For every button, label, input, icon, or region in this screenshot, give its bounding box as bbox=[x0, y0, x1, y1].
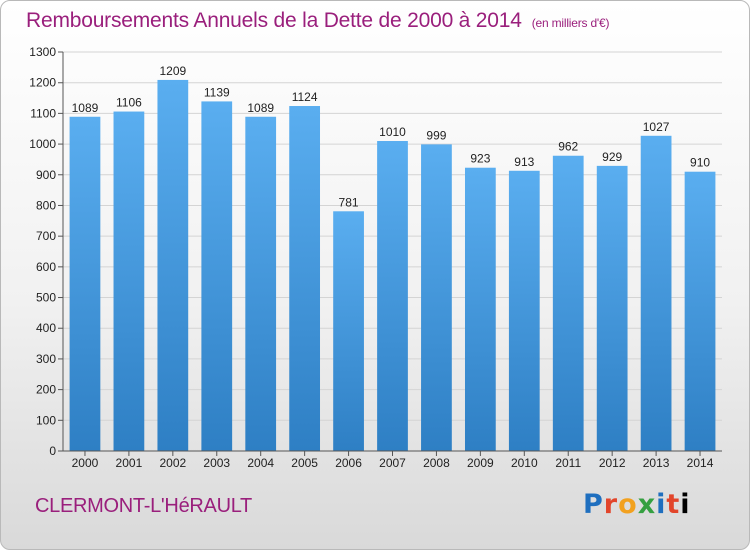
chart-title-unit: (en milliers d'€) bbox=[531, 16, 610, 30]
x-tick-label: 2010 bbox=[511, 456, 538, 470]
x-tick-label: 2013 bbox=[643, 456, 670, 470]
logo-letter: x bbox=[637, 489, 657, 520]
x-tick-label: 2000 bbox=[72, 456, 99, 470]
logo-letter: t bbox=[666, 489, 681, 520]
bar bbox=[552, 155, 584, 452]
x-tick-label: 2012 bbox=[599, 456, 626, 470]
x-tick-label: 2007 bbox=[379, 456, 406, 470]
y-tick-label: 200 bbox=[36, 383, 56, 397]
logo-letter: i bbox=[656, 489, 667, 520]
data-label: 913 bbox=[514, 155, 534, 169]
data-label: 781 bbox=[339, 195, 359, 209]
y-tick-label: 800 bbox=[36, 198, 56, 212]
y-tick-label: 900 bbox=[36, 168, 56, 182]
y-tick-label: 1000 bbox=[29, 137, 56, 151]
x-tick-label: 2004 bbox=[247, 456, 274, 470]
x-tick-label: 2002 bbox=[159, 456, 186, 470]
x-tick-label: 2003 bbox=[203, 456, 230, 470]
bar bbox=[684, 171, 716, 451]
data-labels: 1089 1106 1209 1139 1089 1124 781 1010 999 923 913… bbox=[72, 64, 711, 209]
bar bbox=[596, 165, 628, 451]
data-label: 1010 bbox=[379, 125, 406, 139]
x-tick-label: 2005 bbox=[291, 456, 318, 470]
y-tick-label: 500 bbox=[36, 291, 56, 305]
data-label: 1106 bbox=[116, 96, 142, 110]
x-tick-label: 2014 bbox=[687, 456, 714, 470]
chart-title-text: Remboursements Annuels de la Dette de 20… bbox=[26, 9, 522, 32]
bars bbox=[69, 79, 716, 452]
bar bbox=[245, 116, 277, 451]
data-label: 1139 bbox=[204, 85, 230, 99]
x-tick-label: 2001 bbox=[116, 456, 143, 470]
x-tick-label: 2008 bbox=[423, 456, 450, 470]
data-label: 962 bbox=[558, 140, 578, 154]
y-tick-label: 1300 bbox=[29, 45, 56, 59]
x-tick-label: 2009 bbox=[467, 456, 494, 470]
proxiti-logo[interactable]: Proxiti bbox=[583, 489, 691, 520]
y-tick-label: 400 bbox=[36, 321, 56, 335]
y-tick-label: 1200 bbox=[29, 76, 56, 90]
logo-letter: P bbox=[583, 489, 604, 520]
bar bbox=[421, 144, 452, 451]
bar bbox=[377, 141, 408, 451]
x-tick-label: 2011 bbox=[555, 456, 581, 470]
city-name: CLERMONT-L'HéRAULT bbox=[35, 495, 252, 517]
data-label: 1027 bbox=[643, 120, 670, 134]
logo-letter: o bbox=[618, 489, 638, 520]
bar bbox=[333, 211, 364, 451]
data-label: 923 bbox=[470, 152, 490, 166]
bar bbox=[464, 167, 496, 451]
y-tick-label: 0 bbox=[49, 444, 56, 458]
x-tick-label: 2006 bbox=[335, 456, 362, 470]
y-tick-labels: 0 100 200 300 400 500 600 700 800 900 1000 1100 1200… bbox=[29, 45, 56, 458]
x-tick-labels: 2000 2001 2002 2003 2004 2005 2006 2007 2008 2009… bbox=[72, 451, 714, 470]
bar bbox=[113, 111, 145, 451]
bar bbox=[157, 79, 189, 452]
bar bbox=[69, 116, 101, 451]
bar bbox=[201, 101, 233, 451]
y-tick-label: 300 bbox=[36, 352, 56, 366]
data-label: 999 bbox=[426, 128, 446, 142]
data-label: 1089 bbox=[247, 101, 274, 115]
logo-letter: i bbox=[680, 489, 691, 520]
data-label: 1124 bbox=[292, 90, 318, 104]
data-label: 910 bbox=[690, 156, 710, 170]
y-tick-label: 1100 bbox=[30, 106, 56, 120]
y-tick-label: 600 bbox=[36, 260, 56, 274]
y-tick-label: 100 bbox=[36, 413, 56, 427]
bar bbox=[640, 135, 672, 452]
y-tick-label: 700 bbox=[36, 229, 56, 243]
data-label: 1089 bbox=[72, 101, 99, 115]
chart-title: Remboursements Annuels de la Dette de 20… bbox=[26, 9, 609, 33]
bar bbox=[289, 106, 321, 451]
data-label: 1209 bbox=[159, 64, 186, 78]
data-label: 929 bbox=[602, 150, 622, 164]
logo-letter: r bbox=[603, 489, 619, 520]
bar bbox=[508, 170, 540, 451]
